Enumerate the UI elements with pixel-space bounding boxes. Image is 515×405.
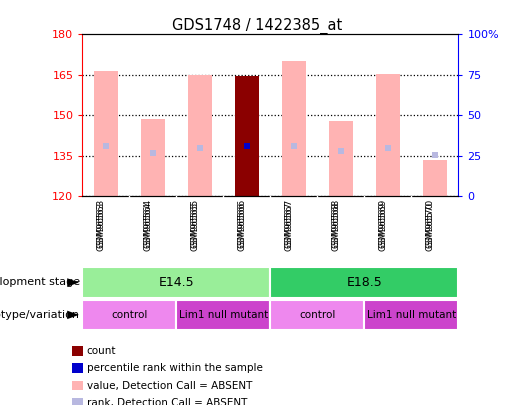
Bar <box>423 160 447 196</box>
Text: GSM96564: GSM96564 <box>144 202 153 251</box>
Text: Lim1 null mutant: Lim1 null mutant <box>179 310 268 320</box>
Bar <box>141 119 165 196</box>
Bar <box>270 300 365 330</box>
Text: GSM96563: GSM96563 <box>97 198 106 248</box>
Text: rank, Detection Call = ABSENT: rank, Detection Call = ABSENT <box>87 398 247 405</box>
Polygon shape <box>67 311 79 319</box>
Text: E18.5: E18.5 <box>347 276 382 289</box>
Bar <box>329 121 353 196</box>
Bar <box>94 71 117 196</box>
Text: GSM96568: GSM96568 <box>332 198 341 248</box>
Text: development stage: development stage <box>0 277 80 288</box>
Text: GSM96570: GSM96570 <box>426 202 435 251</box>
Bar <box>82 300 176 330</box>
Bar <box>176 300 270 330</box>
Bar <box>82 267 270 298</box>
Text: GDS1748 / 1422385_at: GDS1748 / 1422385_at <box>173 18 342 34</box>
Text: GSM96568: GSM96568 <box>332 202 341 251</box>
Polygon shape <box>67 278 79 287</box>
Text: GSM96563: GSM96563 <box>97 202 106 251</box>
Bar <box>270 267 458 298</box>
Text: percentile rank within the sample: percentile rank within the sample <box>87 363 263 373</box>
Text: E14.5: E14.5 <box>159 276 194 289</box>
Text: GSM96567: GSM96567 <box>285 202 294 251</box>
Bar <box>235 76 259 196</box>
Text: genotype/variation: genotype/variation <box>0 310 80 320</box>
Text: GSM96565: GSM96565 <box>191 202 200 251</box>
Text: Lim1 null mutant: Lim1 null mutant <box>367 310 456 320</box>
Text: GSM96567: GSM96567 <box>285 198 294 248</box>
Text: GSM96566: GSM96566 <box>238 202 247 251</box>
Bar <box>376 74 400 196</box>
Bar <box>365 300 458 330</box>
Text: control: control <box>111 310 148 320</box>
Text: count: count <box>87 346 116 356</box>
Text: control: control <box>299 310 336 320</box>
Bar <box>188 75 212 196</box>
Text: value, Detection Call = ABSENT: value, Detection Call = ABSENT <box>87 381 252 390</box>
Bar <box>282 62 305 196</box>
Text: GSM96566: GSM96566 <box>238 198 247 248</box>
Text: GSM96569: GSM96569 <box>379 202 388 251</box>
Text: GSM96570: GSM96570 <box>426 198 435 248</box>
Text: GSM96569: GSM96569 <box>379 198 388 248</box>
Text: GSM96565: GSM96565 <box>191 198 200 248</box>
Text: GSM96564: GSM96564 <box>144 198 153 247</box>
